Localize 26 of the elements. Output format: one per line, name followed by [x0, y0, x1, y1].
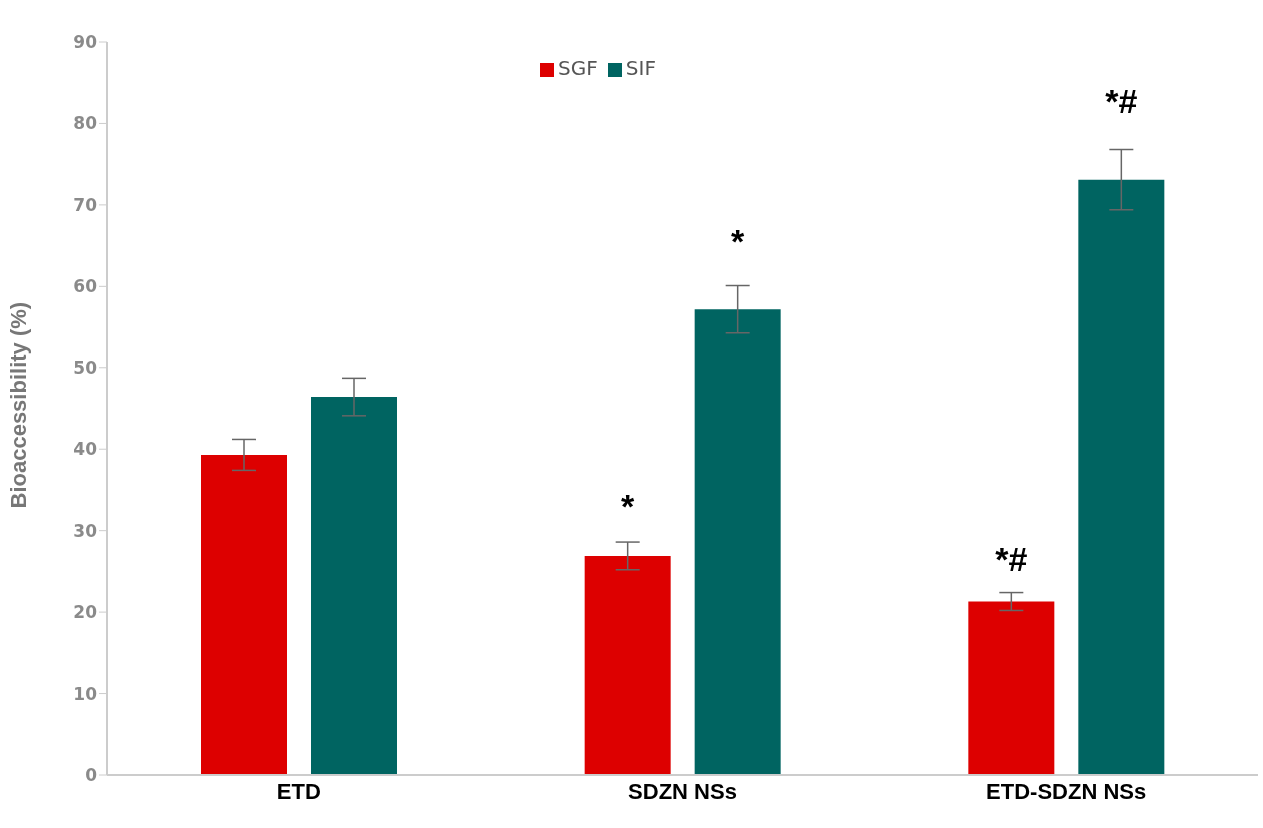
legend-label: SIF [625, 56, 656, 80]
y-tick-label: 10 [73, 683, 98, 704]
y-tick-label: 30 [73, 520, 98, 541]
y-tick-label: 70 [73, 194, 98, 215]
annotation: * [731, 222, 746, 261]
annotation: * [621, 487, 636, 526]
y-tick-label: 20 [73, 602, 98, 623]
x-tick-label: ETD-SDZN NSs [986, 778, 1147, 804]
bar [311, 397, 397, 775]
legend-label: SGF [558, 56, 598, 80]
y-axis-title: Bioaccessibility (%) [5, 301, 31, 509]
y-tick-label: 40 [73, 439, 98, 460]
y-tick-label: 90 [73, 32, 98, 53]
y-tick-label: 50 [73, 357, 98, 378]
y-tick-label: 60 [73, 276, 98, 297]
bar [584, 555, 671, 775]
bar [201, 454, 287, 775]
y-tick-label: 0 [85, 765, 98, 786]
annotation: *# [1105, 82, 1138, 121]
y-tick-label: 80 [73, 113, 98, 134]
bar [968, 601, 1055, 775]
bar [694, 309, 781, 775]
annotation: *# [995, 539, 1028, 578]
x-tick-label: ETD [276, 778, 321, 804]
bar [1078, 179, 1165, 775]
x-tick-label: SDZN NSs [628, 778, 737, 804]
